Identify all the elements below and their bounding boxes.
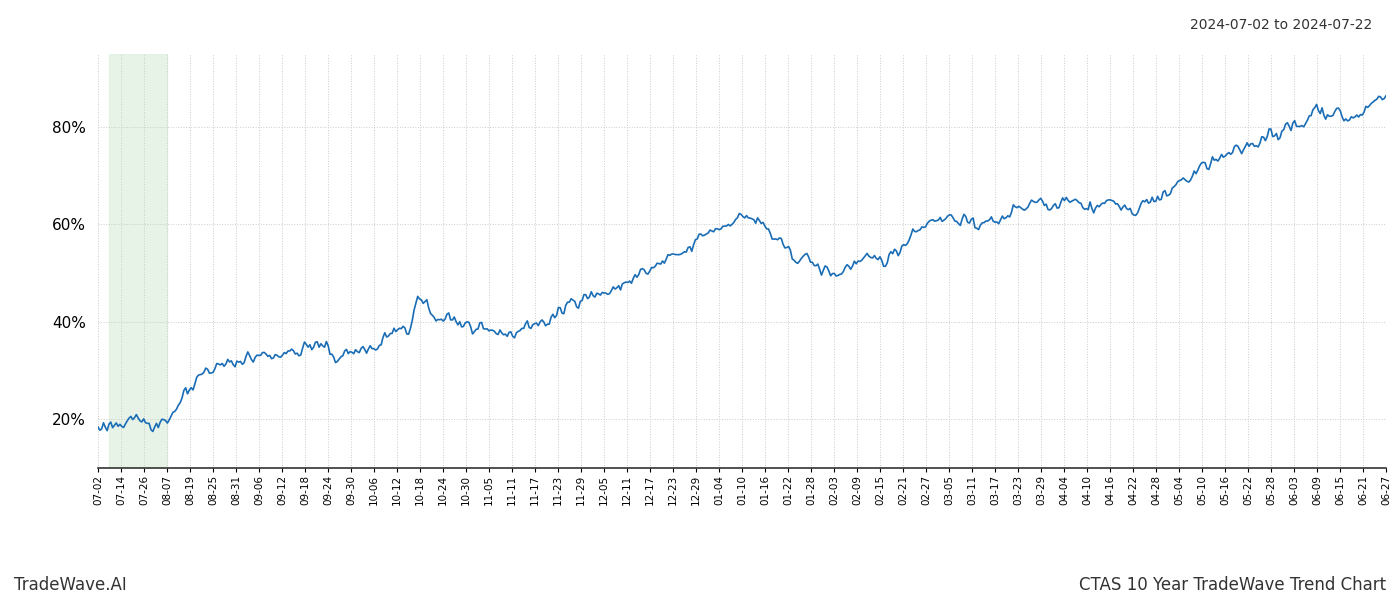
Text: CTAS 10 Year TradeWave Trend Chart: CTAS 10 Year TradeWave Trend Chart [1079, 576, 1386, 594]
Text: TradeWave.AI: TradeWave.AI [14, 576, 127, 594]
Bar [109, 54, 168, 468]
Text: 2024-07-02 to 2024-07-22: 2024-07-02 to 2024-07-22 [1190, 18, 1372, 32]
